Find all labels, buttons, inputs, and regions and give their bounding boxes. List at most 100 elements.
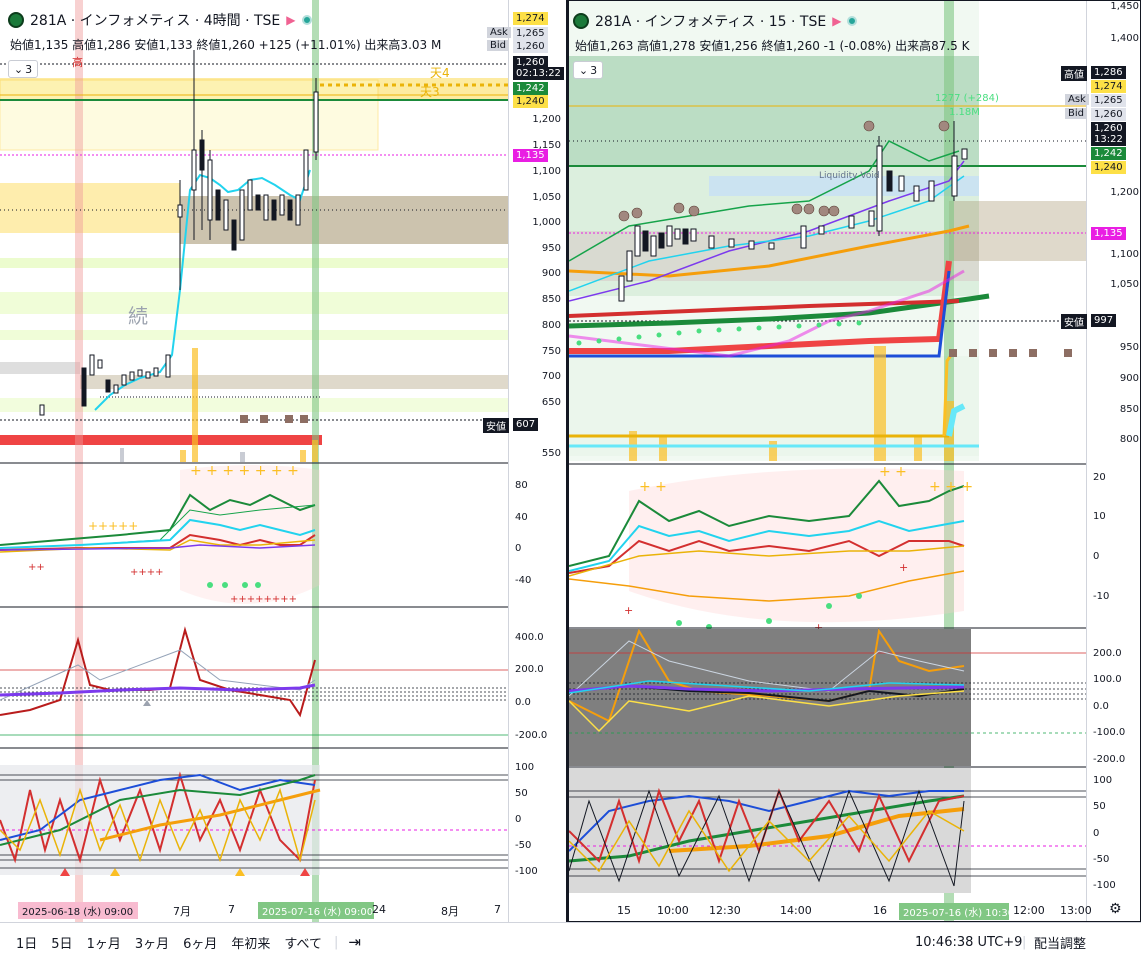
right-price-tick: 900 [1119,373,1139,384]
chevron-down-icon: ⌄ [13,62,24,76]
right-osc1-tick: 10 [1093,511,1106,522]
svg-text:+ + +: + + + [929,479,973,495]
settings-gear-icon[interactable]: ⚙ [1109,901,1122,917]
time-label: 12:00 [1013,904,1045,917]
left-price-axis[interactable]: 1,274 Ask 1,265 Bid 1,260 1,260 02:13:22… [483,0,565,922]
left-price-tick: 1,150 [532,140,561,151]
right-low-label: 安値 [1061,314,1087,329]
right-tag-countdown: 13:22 [1091,133,1126,146]
right-osc1-tick: -10 [1093,591,1110,602]
right-high-value: 1,286 [1091,66,1126,79]
right-bid-value: 1,260 [1091,108,1126,121]
market-status-icon [301,15,312,25]
right-price-axis[interactable]: 1,450 1,400 高値 1,286 1,274 Ask 1,265 Bid… [1061,1,1140,921]
right-osc2-tick: -100.0 [1093,727,1126,738]
right-osc2-tick: 200.0 [1093,648,1122,659]
left-symbol-header[interactable]: 281A · インフォメティス · 4時間 · TSE ▶ [8,10,312,30]
right-low-value: 997 [1091,314,1117,327]
time-label: 12:30 [709,904,741,917]
clock-display[interactable]: 10:46:38 UTC+9 [915,934,1023,950]
left-osc2-tick: 400.0 [515,632,544,643]
chevron-down-icon: ⌄ [578,63,589,77]
left-price-tick: 900 [541,268,561,279]
right-time-axis[interactable]: 15 10:00 12:30 14:00 16 2025-07-16 (水) 1… [569,901,1092,921]
range-5d-button[interactable]: 5日 [51,936,73,952]
left-price-tick: 1,100 [532,166,561,177]
right-tag-close: 1,260 [1091,122,1126,135]
left-osc2-tick: 0.0 [515,697,531,708]
left-tag-1242: 1,242 [513,82,548,95]
right-price-tick: 1,100 [1110,249,1139,260]
svg-text:+: + [624,604,633,617]
left-price-tick: 650 [541,397,561,408]
left-tag-countdown: 02:13:22 [513,67,564,80]
time-label: 13:00 [1060,904,1092,917]
svg-text:++++++++: ++++++++ [230,594,297,605]
left-osc1-tick: -40 [515,575,532,586]
bottom-toolbar: 1日 5日 1ヶ月 3ヶ月 6ヶ月 年初来 すべて | ⇥ 10:46:38 U… [0,922,1141,961]
symbol-logo-icon [573,13,589,29]
annotation-liquidity: Liquidity Void [819,171,880,181]
right-chart-pane[interactable]: + + + + + + + + + + 281A [568,0,1141,922]
svg-text:+ +: + + [639,479,667,495]
left-osc3-tick: 100 [515,762,535,773]
right-symbol-header[interactable]: 281A · インフォメティス · 15 · TSE ▶ [573,11,858,31]
right-osc2-tick: 100.0 [1093,674,1122,685]
right-price-tick: 1,050 [1110,279,1139,290]
mark-zoku: 続 [128,304,148,328]
annotation-volume: 1.18M [949,107,980,118]
right-price-tick: 1,450 [1110,1,1139,12]
range-3m-button[interactable]: 3ヶ月 [134,936,170,952]
right-indicators-toggle[interactable]: ⌄ 3 [573,61,603,79]
time-label: 15 [617,904,631,917]
left-chart-canvas[interactable]: + + + + + + ++++++ ++ ++++++++++++ [0,0,565,922]
separator: | [1022,934,1027,950]
right-tag-1240: 1,240 [1091,161,1126,174]
left-bid-value: 1,260 [513,40,548,53]
left-osc3-tick: -50 [515,840,532,851]
left-osc1-tick: 40 [515,512,528,523]
right-ask-value: 1,265 [1091,94,1126,107]
right-osc3-tick: 50 [1093,801,1106,812]
time-label: 24 [372,903,386,916]
right-tag-1242: 1,242 [1091,147,1126,160]
right-chart-canvas[interactable]: + ++ ++ + + +++ [569,1,1141,922]
goto-date-icon[interactable]: ⇥ [348,933,361,951]
left-ask-value: 1,265 [513,27,548,40]
flag-icon[interactable]: ▶ [286,13,296,27]
symbol-logo-icon [8,12,24,28]
left-price-tick: 700 [541,371,561,382]
range-1d-button[interactable]: 1日 [16,936,38,952]
flag-icon[interactable]: ▶ [832,14,842,28]
left-symbol-title[interactable]: 281A · インフォメティス · 4時間 · TSE [30,13,281,29]
left-bid-label: Bid [487,40,509,51]
range-1m-button[interactable]: 1ヶ月 [86,936,121,952]
dividend-adjust-button[interactable]: 配当調整 [1034,936,1087,952]
right-cursor-date: 2025-07-16 (水) 10:30 [899,903,1009,920]
market-status-icon [847,16,858,26]
left-price-tick: 1,200 [532,114,561,125]
left-osc3-tick: -100 [515,866,538,877]
left-osc3-tick: 50 [515,788,528,799]
svg-text:+++++: +++++ [88,519,138,533]
range-ytd-button[interactable]: 年初来 [231,936,271,952]
right-tag-1135: 1,135 [1091,227,1126,240]
left-tag-1135: 1,135 [513,149,548,162]
mark-ten4: 天4 [430,66,450,80]
range-6m-button[interactable]: 6ヶ月 [183,936,218,952]
separator: | [334,934,339,950]
right-osc3-tick: -100 [1093,880,1116,891]
left-osc2-tick: -200.0 [515,730,548,741]
time-label: 10:00 [657,904,689,917]
left-time-axis[interactable]: 2025-06-18 (水) 09:00 7月 7 2025-07-16 (水)… [0,900,508,922]
pane-divider[interactable] [566,0,568,922]
indicator-count: 3 [590,63,598,77]
right-osc1-tick: 20 [1093,472,1106,483]
range-all-button[interactable]: すべて [284,936,322,952]
right-symbol-title[interactable]: 281A · インフォメティス · 15 · TSE [595,14,827,30]
left-low-label: 安値 [483,418,509,433]
left-indicators-toggle[interactable]: ⌄ 3 [8,60,38,78]
svg-text:+ +: + + [879,464,907,480]
indicator-count: 3 [25,62,33,76]
left-chart-pane[interactable]: + + + + + + + +++++ ++ ++++ ++++++++ [0,0,565,922]
